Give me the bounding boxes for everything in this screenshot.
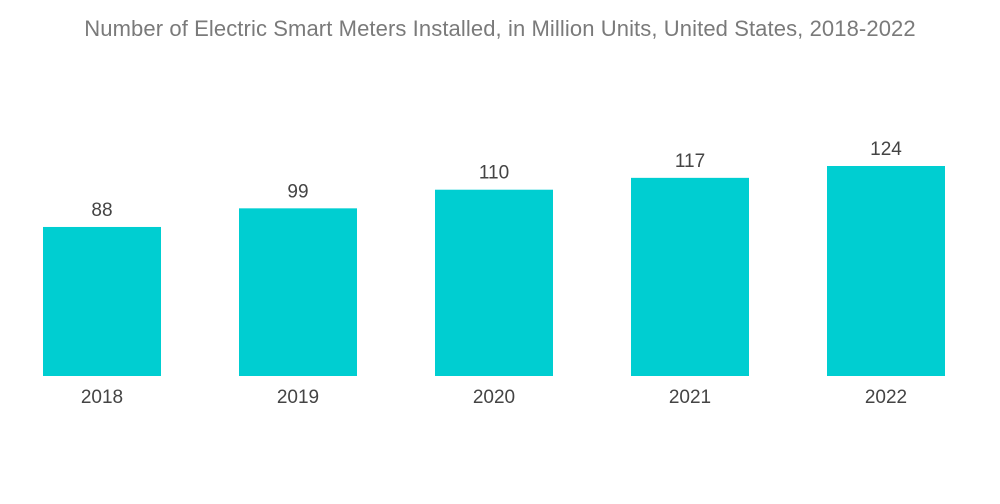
x-tick-label-2018: 2018 xyxy=(81,387,123,408)
bars-layer xyxy=(43,166,945,376)
bar-2021 xyxy=(631,177,749,376)
x-tick-labels-layer: 2018 2019 2020 2021 2022 xyxy=(81,387,907,408)
value-label-2019: 99 xyxy=(287,181,308,202)
bar-2020 xyxy=(435,189,553,376)
x-tick-label-2022: 2022 xyxy=(865,387,907,408)
value-label-2020: 110 xyxy=(479,163,509,184)
chart-title: Number of Electric Smart Meters Installe… xyxy=(84,16,916,41)
bar-2018 xyxy=(43,226,161,376)
bar-2022 xyxy=(827,166,945,376)
value-labels-layer: 88 99 110 117 124 xyxy=(91,139,902,221)
x-tick-label-2021: 2021 xyxy=(669,387,711,408)
value-label-2022: 124 xyxy=(870,139,902,160)
x-tick-label-2020: 2020 xyxy=(473,387,515,408)
value-label-2018: 88 xyxy=(91,200,112,221)
bar-2019 xyxy=(239,208,357,376)
x-tick-label-2019: 2019 xyxy=(277,387,319,408)
value-label-2021: 117 xyxy=(675,151,705,172)
